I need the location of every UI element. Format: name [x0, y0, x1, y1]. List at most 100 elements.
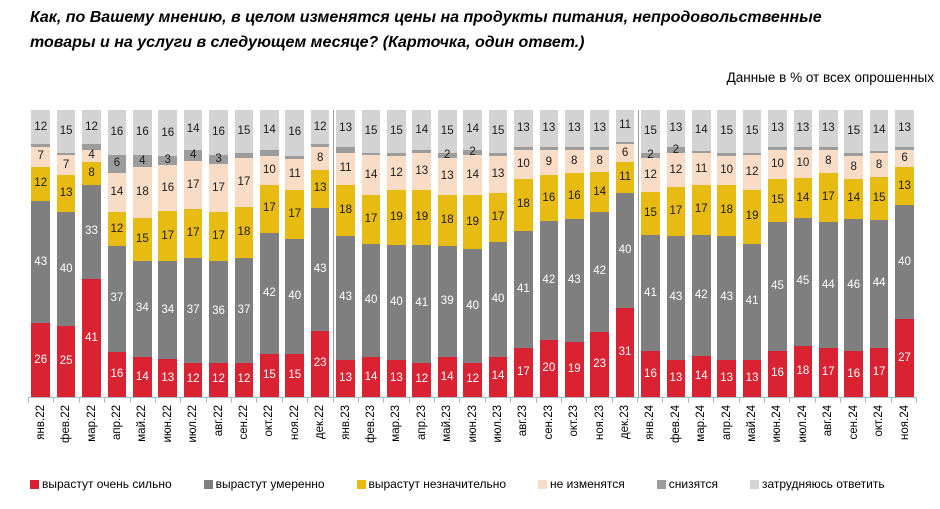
axis-tick — [434, 398, 459, 403]
bar-segment — [717, 153, 736, 156]
bar-segment: 16 — [107, 110, 127, 156]
bar-segment: 14 — [437, 357, 457, 397]
value-label: 4 — [88, 149, 95, 162]
legend: вырастут очень сильно вырастут умеренно вы… — [30, 477, 885, 491]
bar-segment: 19 — [742, 189, 762, 244]
axis-tick — [814, 398, 840, 403]
value-label: 3 — [164, 154, 171, 167]
x-label-cell: фев.22 — [53, 405, 78, 459]
value-label: 44 — [872, 277, 886, 290]
axis-tick — [586, 398, 611, 403]
value-label: 16 — [110, 367, 124, 380]
bar-segment: 15 — [717, 110, 736, 154]
x-label-cell: июн.24 — [765, 405, 790, 459]
x-label: мар.23 — [390, 405, 403, 442]
bar-segment: 12 — [387, 155, 406, 191]
value-label: 2 — [672, 143, 680, 156]
value-label: 17 — [237, 175, 251, 188]
x-label-cell: окт.22 — [257, 405, 282, 459]
x-label: сен.24 — [847, 405, 860, 440]
bar-segment: 42 — [260, 233, 279, 354]
bar-segment: 17 — [666, 187, 686, 237]
bar-дек.23: 11 6 11 40 31 — [612, 110, 637, 397]
value-label: 6 — [113, 157, 121, 170]
value-label: 19 — [567, 363, 581, 376]
axis-tick — [713, 398, 738, 403]
x-label-cell: дек.22 — [307, 405, 332, 459]
bar-segment: 10 — [768, 150, 787, 179]
bar-segment: 14 — [361, 357, 381, 397]
x-label: май.24 — [746, 405, 759, 442]
bar-segment: 15 — [768, 178, 787, 222]
bar-segment: 13 — [56, 175, 76, 213]
bar-segment: 10 — [260, 155, 279, 185]
bar-янв.24: 15 2 12 15 41 16 — [638, 110, 663, 397]
value-label: 43 — [339, 291, 352, 304]
value-label: 16 — [161, 126, 175, 139]
bar-segment: 18 — [133, 166, 152, 218]
bar-ноя.24: 13 6 13 40 27 — [892, 110, 917, 397]
x-label-cell: июн.22 — [155, 405, 180, 459]
value-label: 34 — [161, 303, 175, 316]
bar-segment: 15 — [361, 110, 381, 153]
value-label: 44 — [821, 278, 835, 291]
x-label: фев.22 — [60, 405, 73, 443]
bar-segment: 18 — [437, 195, 457, 247]
bar-segment: 41 — [82, 279, 101, 397]
value-label: 40 — [389, 295, 403, 308]
value-label: 7 — [37, 150, 44, 163]
value-label: 15 — [262, 368, 276, 381]
bar-segment: 16 — [768, 351, 787, 397]
bar-segment: 13 — [590, 110, 609, 147]
x-label-cell: фев.23 — [358, 405, 383, 459]
bar-segment: 27 — [895, 319, 914, 397]
bar-segment: 9 — [539, 149, 559, 176]
x-label: авг.22 — [212, 405, 225, 437]
bar-segment: 11 — [336, 153, 355, 185]
bar-segment: 15 — [641, 192, 660, 235]
value-label: 11 — [695, 162, 708, 175]
bar-segment: 12 — [82, 110, 101, 145]
bar-segment: 15 — [260, 353, 279, 397]
bar-segment: 13 — [514, 110, 533, 148]
bar-segment: 15 — [844, 110, 864, 154]
axis-tick — [28, 398, 53, 403]
bar-segment: 8 — [869, 153, 889, 177]
legend-item: вырастут незначительно — [356, 477, 506, 491]
x-label: мар.22 — [85, 405, 98, 442]
bar-segment: 45 — [793, 217, 813, 346]
value-label: 14 — [847, 192, 861, 205]
axis-tick — [890, 398, 916, 403]
bar-segment: 37 — [234, 257, 254, 363]
x-label: янв.23 — [339, 405, 352, 440]
value-label: 16 — [567, 189, 581, 202]
value-label: 17 — [186, 178, 200, 191]
bar-segment: 17 — [818, 173, 838, 222]
bar-segment: 44 — [869, 220, 889, 348]
x-label-cell: май.22 — [130, 405, 155, 459]
x-label-cell: ноя.22 — [282, 405, 307, 459]
bar-segment: 13 — [895, 167, 914, 205]
value-label: 13 — [669, 122, 683, 135]
value-label: 19 — [389, 211, 403, 224]
bar-segment: 17 — [209, 163, 228, 213]
bar-segment: 40 — [488, 241, 508, 357]
value-label: 10 — [796, 157, 810, 170]
x-label-cell: дек.23 — [612, 405, 637, 459]
value-label: 16 — [644, 367, 657, 380]
bar-segment: 19 — [564, 342, 584, 397]
bar-segment: 12 — [463, 362, 482, 397]
x-label: фев.24 — [669, 405, 682, 443]
bar-segment: 19 — [412, 190, 432, 245]
value-label: 7 — [62, 158, 70, 171]
legend-swatch — [538, 479, 548, 489]
bar-segment: 14 — [691, 356, 711, 397]
x-label: июн.24 — [771, 405, 784, 443]
value-label: 4 — [189, 148, 197, 161]
bar-segment: 12 — [31, 110, 51, 145]
bar-segment: 2 — [463, 146, 482, 158]
value-label: 14 — [694, 123, 708, 136]
x-label: янв.22 — [34, 405, 47, 440]
axis-tick — [662, 398, 687, 403]
